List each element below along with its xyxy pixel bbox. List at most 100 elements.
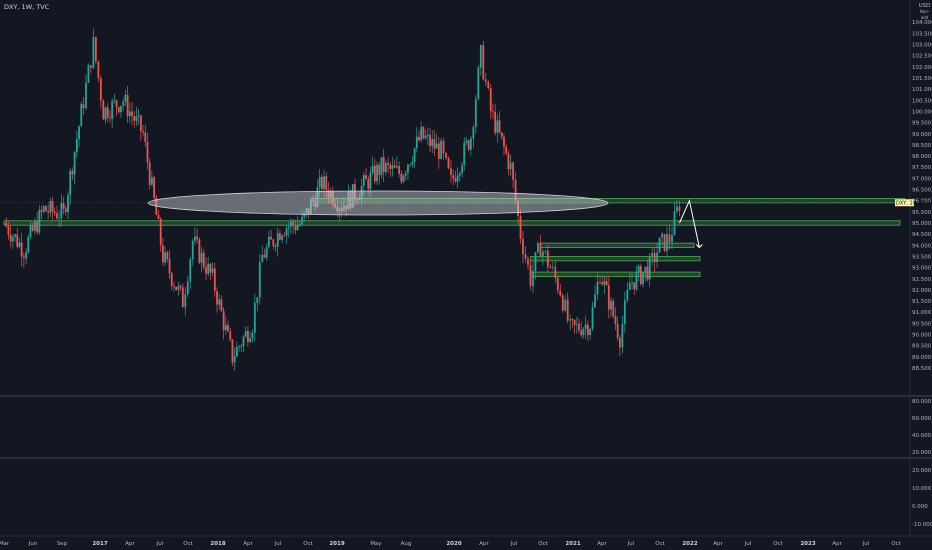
y-tick-label: 92.000 [912, 288, 932, 294]
candle-body [556, 277, 559, 291]
candle-body [150, 177, 153, 185]
y-tick-label: 94.500 [912, 232, 932, 238]
candle-body [454, 178, 457, 182]
support-resistance-zone [3, 220, 901, 226]
candle-body [635, 272, 638, 290]
currency-sub: Non-add [919, 9, 930, 20]
candle-body [325, 176, 328, 190]
candle-body [305, 208, 308, 214]
candle-body [231, 339, 234, 363]
candle-body [80, 104, 83, 127]
candle-body [240, 346, 243, 348]
y-tick-label: 90.000 [912, 333, 932, 339]
x-tick-label: Apr [125, 541, 135, 547]
candle-body [211, 268, 214, 273]
candle-body [113, 100, 116, 102]
y-tick-label: 104.000 [912, 20, 932, 26]
candle-body [216, 291, 218, 305]
y-tick-label: 99.000 [912, 132, 932, 138]
candle-body [578, 323, 580, 331]
x-tick-label: 2021 [565, 541, 580, 547]
candle-body [582, 328, 585, 336]
candle-body [157, 214, 160, 219]
y-tick-label: 97.000 [912, 176, 932, 182]
y-tick-label: 94.000 [912, 243, 932, 249]
candle-body [58, 218, 61, 220]
candle-body [474, 99, 477, 128]
currency-label: USD Non-add [917, 3, 932, 21]
candle-body [532, 271, 534, 287]
support-resistance-zone [540, 242, 695, 248]
candle-body [198, 239, 201, 263]
candle-body [422, 126, 425, 139]
candle-body [458, 173, 461, 176]
candle-body [616, 324, 619, 338]
y-tick-label: 96.500 [912, 188, 932, 194]
candle-body [409, 164, 412, 166]
candle-body [235, 346, 238, 357]
candle-body [429, 134, 431, 147]
candle-body [477, 67, 480, 100]
candle-body [287, 226, 290, 229]
y-tick-label: 98.000 [912, 154, 932, 160]
candle-body [106, 107, 109, 118]
y-tick-label: 95.500 [912, 210, 932, 216]
candle-body [610, 300, 612, 310]
candle-body [369, 172, 372, 189]
candle-body [256, 297, 259, 303]
candle-body [36, 221, 39, 233]
candle-body [512, 162, 514, 180]
candle-body [224, 325, 227, 331]
candle-body [494, 111, 497, 133]
candle-body [580, 330, 583, 336]
candle-body [189, 259, 192, 282]
candle-body [618, 337, 621, 348]
candle-body [465, 140, 468, 143]
symbol-label[interactable]: DXY, 1W, TVC [4, 3, 50, 11]
candle-body [137, 115, 140, 117]
candle-body [16, 234, 19, 247]
y-tick-label: 97.500 [912, 165, 932, 171]
candle-body [445, 153, 447, 158]
price-tag: DXY, 1W 95.908 [896, 201, 932, 207]
candle-body [267, 236, 270, 248]
candle-body [25, 252, 27, 259]
candle-body [314, 200, 317, 208]
candle-body [676, 206, 678, 212]
candle-body [603, 281, 606, 285]
candle-body [14, 234, 16, 237]
candle-body [371, 165, 374, 173]
candle-body [205, 266, 207, 274]
candle-body [373, 165, 376, 182]
candle-body [283, 235, 286, 237]
x-tick-label: Sep [57, 541, 68, 547]
candle-body [227, 325, 229, 332]
y-tick-label: 90.500 [912, 321, 932, 327]
candle-body [426, 134, 429, 137]
y-tick-label: 93.000 [912, 266, 932, 272]
candle-body [40, 209, 43, 212]
candle-body [347, 190, 350, 210]
candle-body [509, 162, 512, 170]
candle-body [200, 252, 203, 263]
candle-body [541, 251, 544, 257]
candle-body [124, 94, 127, 102]
candle-body [309, 200, 312, 215]
y-tick-label: 100.000 [912, 109, 932, 115]
candle-body [122, 101, 125, 106]
candle-body [571, 319, 574, 321]
candle-body [159, 218, 162, 246]
candle-body [391, 165, 394, 169]
x-tick-label: Mar [0, 541, 10, 547]
y-tick-label: 96.000 [912, 199, 932, 205]
x-tick-label: Jul [156, 541, 164, 547]
candle-body [53, 211, 56, 214]
candle-body [605, 281, 608, 286]
candle-body [594, 294, 596, 308]
candle-body [9, 234, 12, 242]
candle-body [104, 107, 107, 120]
candle-body [607, 285, 610, 310]
x-tick-label: Oct [303, 541, 313, 547]
